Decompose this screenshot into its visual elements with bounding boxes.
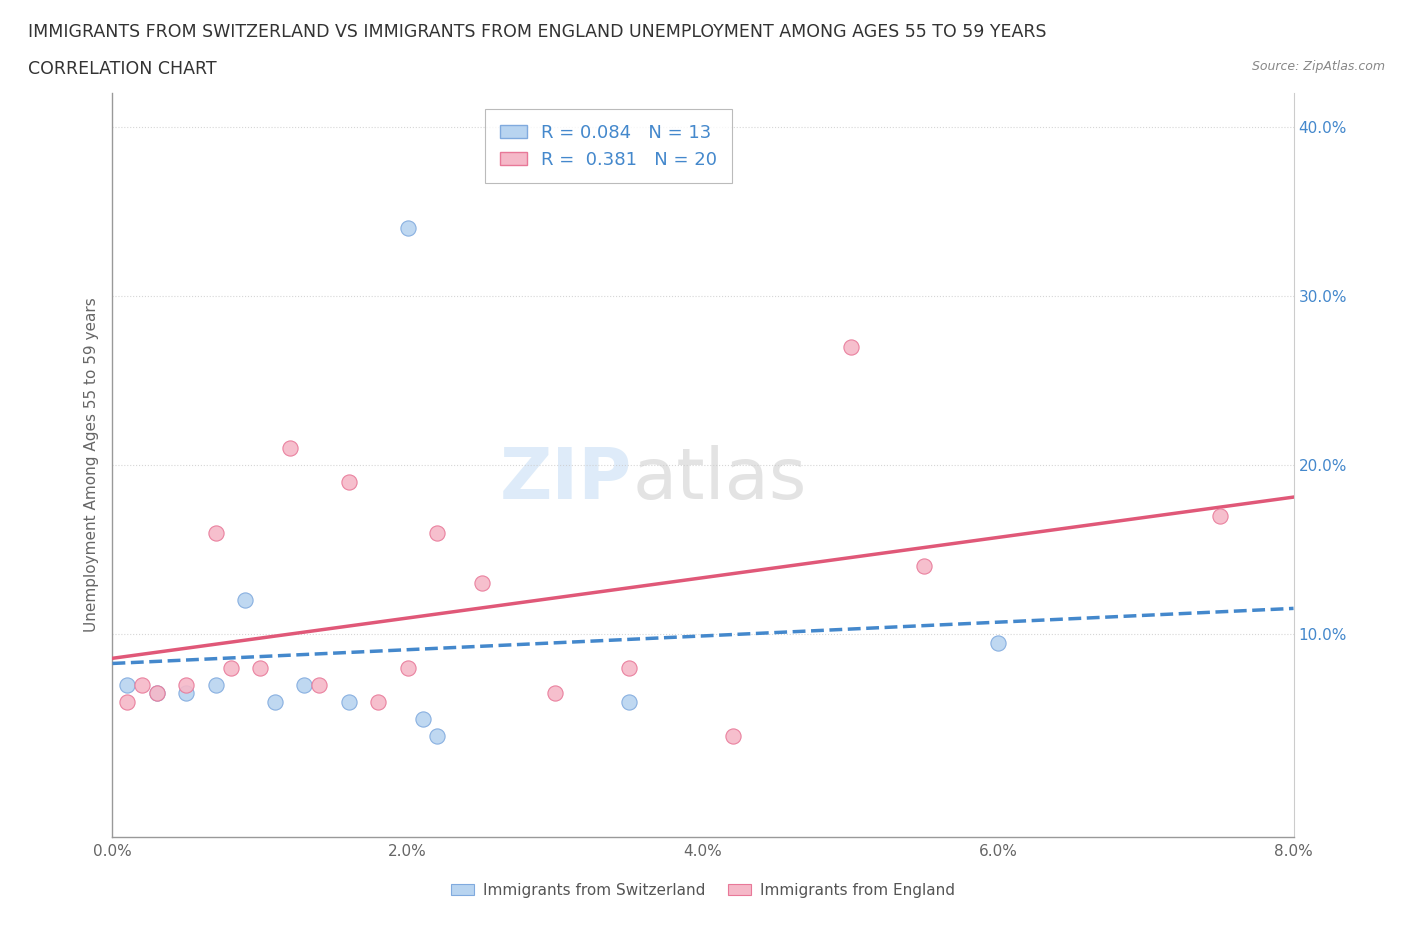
Point — [264, 695, 287, 710]
Text: CORRELATION CHART: CORRELATION CHART — [28, 60, 217, 78]
Legend: Immigrants from Switzerland, Immigrants from England: Immigrants from Switzerland, Immigrants … — [444, 877, 962, 904]
Point — [219, 660, 242, 675]
Point — [839, 339, 862, 354]
Text: IMMIGRANTS FROM SWITZERLAND VS IMMIGRANTS FROM ENGLAND UNEMPLOYMENT AMONG AGES 5: IMMIGRANTS FROM SWITZERLAND VS IMMIGRANT… — [28, 23, 1046, 41]
Point — [396, 220, 419, 235]
Point — [396, 660, 419, 675]
Point — [337, 695, 360, 710]
Point — [174, 677, 197, 692]
Text: ZIP: ZIP — [501, 445, 633, 514]
Point — [1208, 509, 1232, 524]
Point — [131, 677, 153, 692]
Point — [412, 711, 434, 726]
Text: Source: ZipAtlas.com: Source: ZipAtlas.com — [1251, 60, 1385, 73]
Point — [146, 685, 169, 700]
Point — [233, 592, 256, 607]
Point — [914, 559, 936, 574]
Y-axis label: Unemployment Among Ages 55 to 59 years: Unemployment Among Ages 55 to 59 years — [83, 298, 98, 632]
Point — [721, 728, 744, 743]
Point — [337, 474, 360, 489]
Point — [308, 677, 330, 692]
Point — [205, 677, 228, 692]
Point — [426, 728, 449, 743]
Text: atlas: atlas — [633, 445, 807, 514]
Point — [544, 685, 567, 700]
Point — [987, 635, 1010, 650]
Point — [619, 695, 641, 710]
Point — [619, 660, 641, 675]
Point — [367, 695, 389, 710]
Point — [174, 685, 197, 700]
Point — [117, 695, 138, 710]
Point — [249, 660, 271, 675]
Point — [471, 576, 494, 591]
Point — [146, 685, 169, 700]
Point — [117, 677, 138, 692]
Point — [205, 525, 228, 540]
Point — [278, 441, 301, 456]
Point — [426, 525, 449, 540]
Point — [292, 677, 315, 692]
